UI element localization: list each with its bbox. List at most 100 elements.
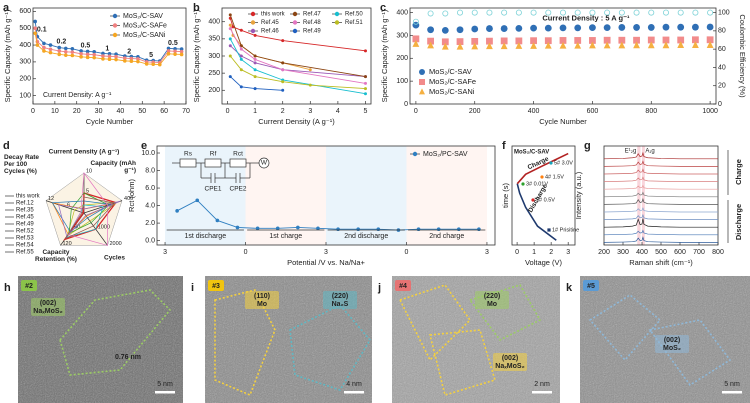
marker (515, 24, 523, 32)
region-outline (428, 329, 496, 397)
marker (412, 35, 420, 43)
marker (179, 49, 184, 54)
series-line (34, 21, 182, 62)
marker (107, 54, 112, 59)
note-box (31, 298, 65, 316)
y-axis-label: Specific Capacity (mAh g⁻¹) (380, 9, 389, 102)
charge-label: Charge (734, 159, 743, 185)
marker (114, 52, 118, 56)
marker (515, 37, 523, 45)
y2-tick-label: 100 (718, 9, 730, 16)
marker (231, 25, 235, 29)
x-axis-label: Cycle Number (86, 117, 134, 126)
marker (648, 9, 655, 16)
y-tick-label: 8.0 (145, 167, 155, 174)
marker (85, 49, 90, 54)
marker (559, 37, 567, 44)
marker (456, 42, 464, 50)
marker (92, 55, 96, 60)
y-axis-label: Rct (ohm) (127, 179, 136, 212)
scale-label: 5 nm (157, 381, 173, 388)
peak-band (642, 146, 645, 245)
marker (436, 227, 441, 232)
marker (412, 40, 420, 47)
marker (500, 37, 508, 45)
marker (101, 51, 105, 56)
marker (253, 68, 257, 72)
marker (33, 31, 37, 36)
legend-marker (112, 32, 118, 38)
note-label: Na₂S (332, 301, 349, 308)
marker (255, 226, 260, 231)
marker (545, 9, 552, 16)
legend-label: Ref.48 (303, 20, 321, 26)
rate-label: 2 (127, 48, 131, 55)
marker (235, 225, 240, 230)
panel-label: k (566, 282, 573, 294)
x-tick-label: 800 (712, 249, 724, 256)
legend-label: Ref.46 (261, 29, 279, 35)
tag-box (395, 280, 411, 291)
radar-tick-label: 2000 (110, 241, 122, 247)
panel-label: f (502, 140, 506, 152)
legend-label: MoS₂/C-SAFe (429, 77, 476, 86)
legend-marker (412, 151, 418, 157)
x-tick-label: 30 (95, 108, 103, 115)
marker (647, 24, 655, 31)
panel-label: j (377, 282, 381, 294)
y-tick-label: 0 (404, 101, 408, 108)
series-line (229, 55, 366, 90)
marker (70, 53, 75, 58)
marker (363, 92, 367, 96)
marker (92, 49, 96, 54)
marker (173, 46, 177, 51)
note-box (493, 353, 527, 371)
marker (281, 80, 285, 84)
legend-label: Ref.49 (16, 222, 34, 228)
state-marker (549, 161, 553, 165)
panel-label: c (380, 2, 386, 14)
x-tick-label: 3 (308, 108, 312, 115)
note-box (245, 291, 279, 309)
series-line (176, 199, 479, 231)
marker (604, 9, 611, 16)
marker (239, 44, 243, 48)
discharge-label: Discharge (734, 204, 743, 240)
x-tick-label: 3 (485, 249, 489, 256)
marker (253, 33, 257, 37)
rate-label: 1 (105, 46, 109, 53)
x-tick-label: 400 (636, 249, 648, 256)
marker (281, 39, 285, 43)
y-tick-label: 10.0 (141, 150, 155, 157)
spectrum (603, 218, 718, 228)
legend-label: Ref.45 (16, 215, 34, 221)
y2-tick-label: 0 (718, 101, 722, 108)
marker (57, 52, 62, 57)
marker (692, 23, 699, 31)
note-label: (002) (40, 300, 56, 307)
x-axis-label: Cycle Number (539, 117, 587, 126)
legend-marker (419, 69, 425, 75)
marker (456, 26, 464, 34)
radar-series (51, 200, 112, 233)
marker (296, 225, 300, 230)
note-label: NaₓMoS₂ (33, 308, 62, 315)
x-tick-label: 1000 (702, 108, 718, 115)
state-marker (547, 228, 551, 232)
marker (114, 57, 118, 62)
note-box (655, 335, 689, 353)
marker (157, 62, 162, 67)
circuit-label: Rf (210, 151, 217, 158)
radar-series (65, 204, 104, 238)
rate-unit: Current Density: A g⁻¹ (43, 92, 112, 99)
y-tick-label: 6.0 (145, 185, 155, 192)
marker (501, 9, 508, 16)
marker (633, 24, 640, 31)
x-tick-label: 1 (532, 249, 536, 256)
marker (275, 226, 280, 231)
marker (136, 57, 140, 61)
marker (70, 50, 75, 54)
note-label: (110) (254, 293, 270, 300)
legend-marker (292, 11, 298, 17)
marker (144, 62, 149, 66)
